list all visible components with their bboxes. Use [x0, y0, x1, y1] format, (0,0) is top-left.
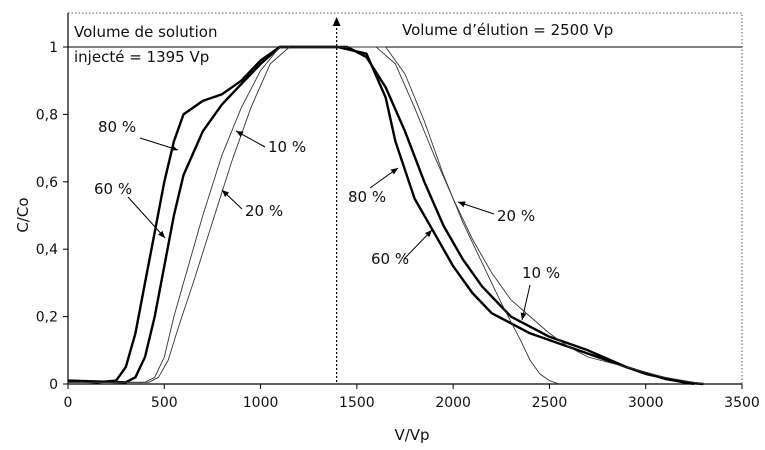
y-axis-title: C/Co: [14, 197, 32, 232]
series-label-60-left: 60 %: [94, 180, 132, 198]
series-label-80-right: 80 %: [348, 188, 386, 206]
series-label-20-right: 20 %: [497, 207, 535, 225]
label-arrow-head: [390, 168, 398, 175]
x-axis-title: V/Vp: [394, 426, 429, 444]
plot-frame: [67, 12, 743, 385]
label-arrow-head: [222, 190, 230, 197]
label-arrow-head: [458, 201, 466, 208]
series-label-10-right: 10 %: [522, 264, 560, 282]
x-tick-label: 0: [64, 395, 73, 411]
label-arrow-head: [520, 312, 527, 320]
reference-lines: [68, 17, 742, 384]
y-tick-label: 0,8: [36, 107, 58, 123]
y-tick-label: 1: [49, 40, 58, 56]
injection-arrow-head: [332, 17, 341, 26]
x-tick-label: 2500: [532, 395, 568, 411]
label-arrow-head: [158, 230, 165, 238]
label-arrow-head: [236, 131, 244, 137]
series-label-10-left: 10 %: [268, 138, 306, 156]
x-tick-label: 2000: [435, 395, 471, 411]
label-arrow-line: [127, 196, 166, 239]
y-tick-label: 0,4: [36, 242, 58, 258]
series-labels: 80 % 60 % 20 % 10 % 80 % 60 % 20 % 10 %: [94, 118, 560, 282]
series-line-80-pct: [67, 45, 704, 386]
series-line-60-pct: [67, 45, 695, 386]
series-group: [67, 45, 704, 386]
series-label-80-left: 80 %: [98, 118, 136, 136]
annotations: Volume de solution injecté = 1395 Vp Vol…: [74, 21, 613, 66]
series-label-60-right: 60 %: [371, 250, 409, 268]
x-tick-label: 3000: [628, 395, 664, 411]
series-label-20-left: 20 %: [245, 202, 283, 220]
y-tick-label: 0,2: [36, 310, 58, 326]
x-tick-label: 3500: [724, 395, 760, 411]
axis-titles: V/Vp C/Co: [14, 197, 430, 444]
label-arrow-head: [170, 145, 178, 151]
plot-border-dotted: [68, 12, 743, 384]
label-arrow-head: [425, 230, 432, 238]
y-tick-label: 0: [49, 377, 58, 393]
series-line-20-pct: [68, 46, 704, 385]
injected-volume-line-1: Volume de solution: [74, 23, 217, 41]
tick-labels: 0 500 1000 1500 2000 2500 3000 3500 0 0,2 0,4 0,6 0,…: [36, 40, 760, 411]
x-tick-label: 1500: [339, 395, 375, 411]
label-arrows: [127, 130, 531, 321]
x-tick-label: 500: [151, 395, 178, 411]
x-tick-label: 1000: [243, 395, 279, 411]
series-line-10-pct: [68, 46, 560, 385]
injected-volume-line-2: injecté = 1395 Vp: [74, 48, 209, 66]
y-tick-label: 0,6: [36, 175, 58, 191]
elution-volume-label: Volume d’élution = 2500 Vp: [402, 21, 613, 39]
